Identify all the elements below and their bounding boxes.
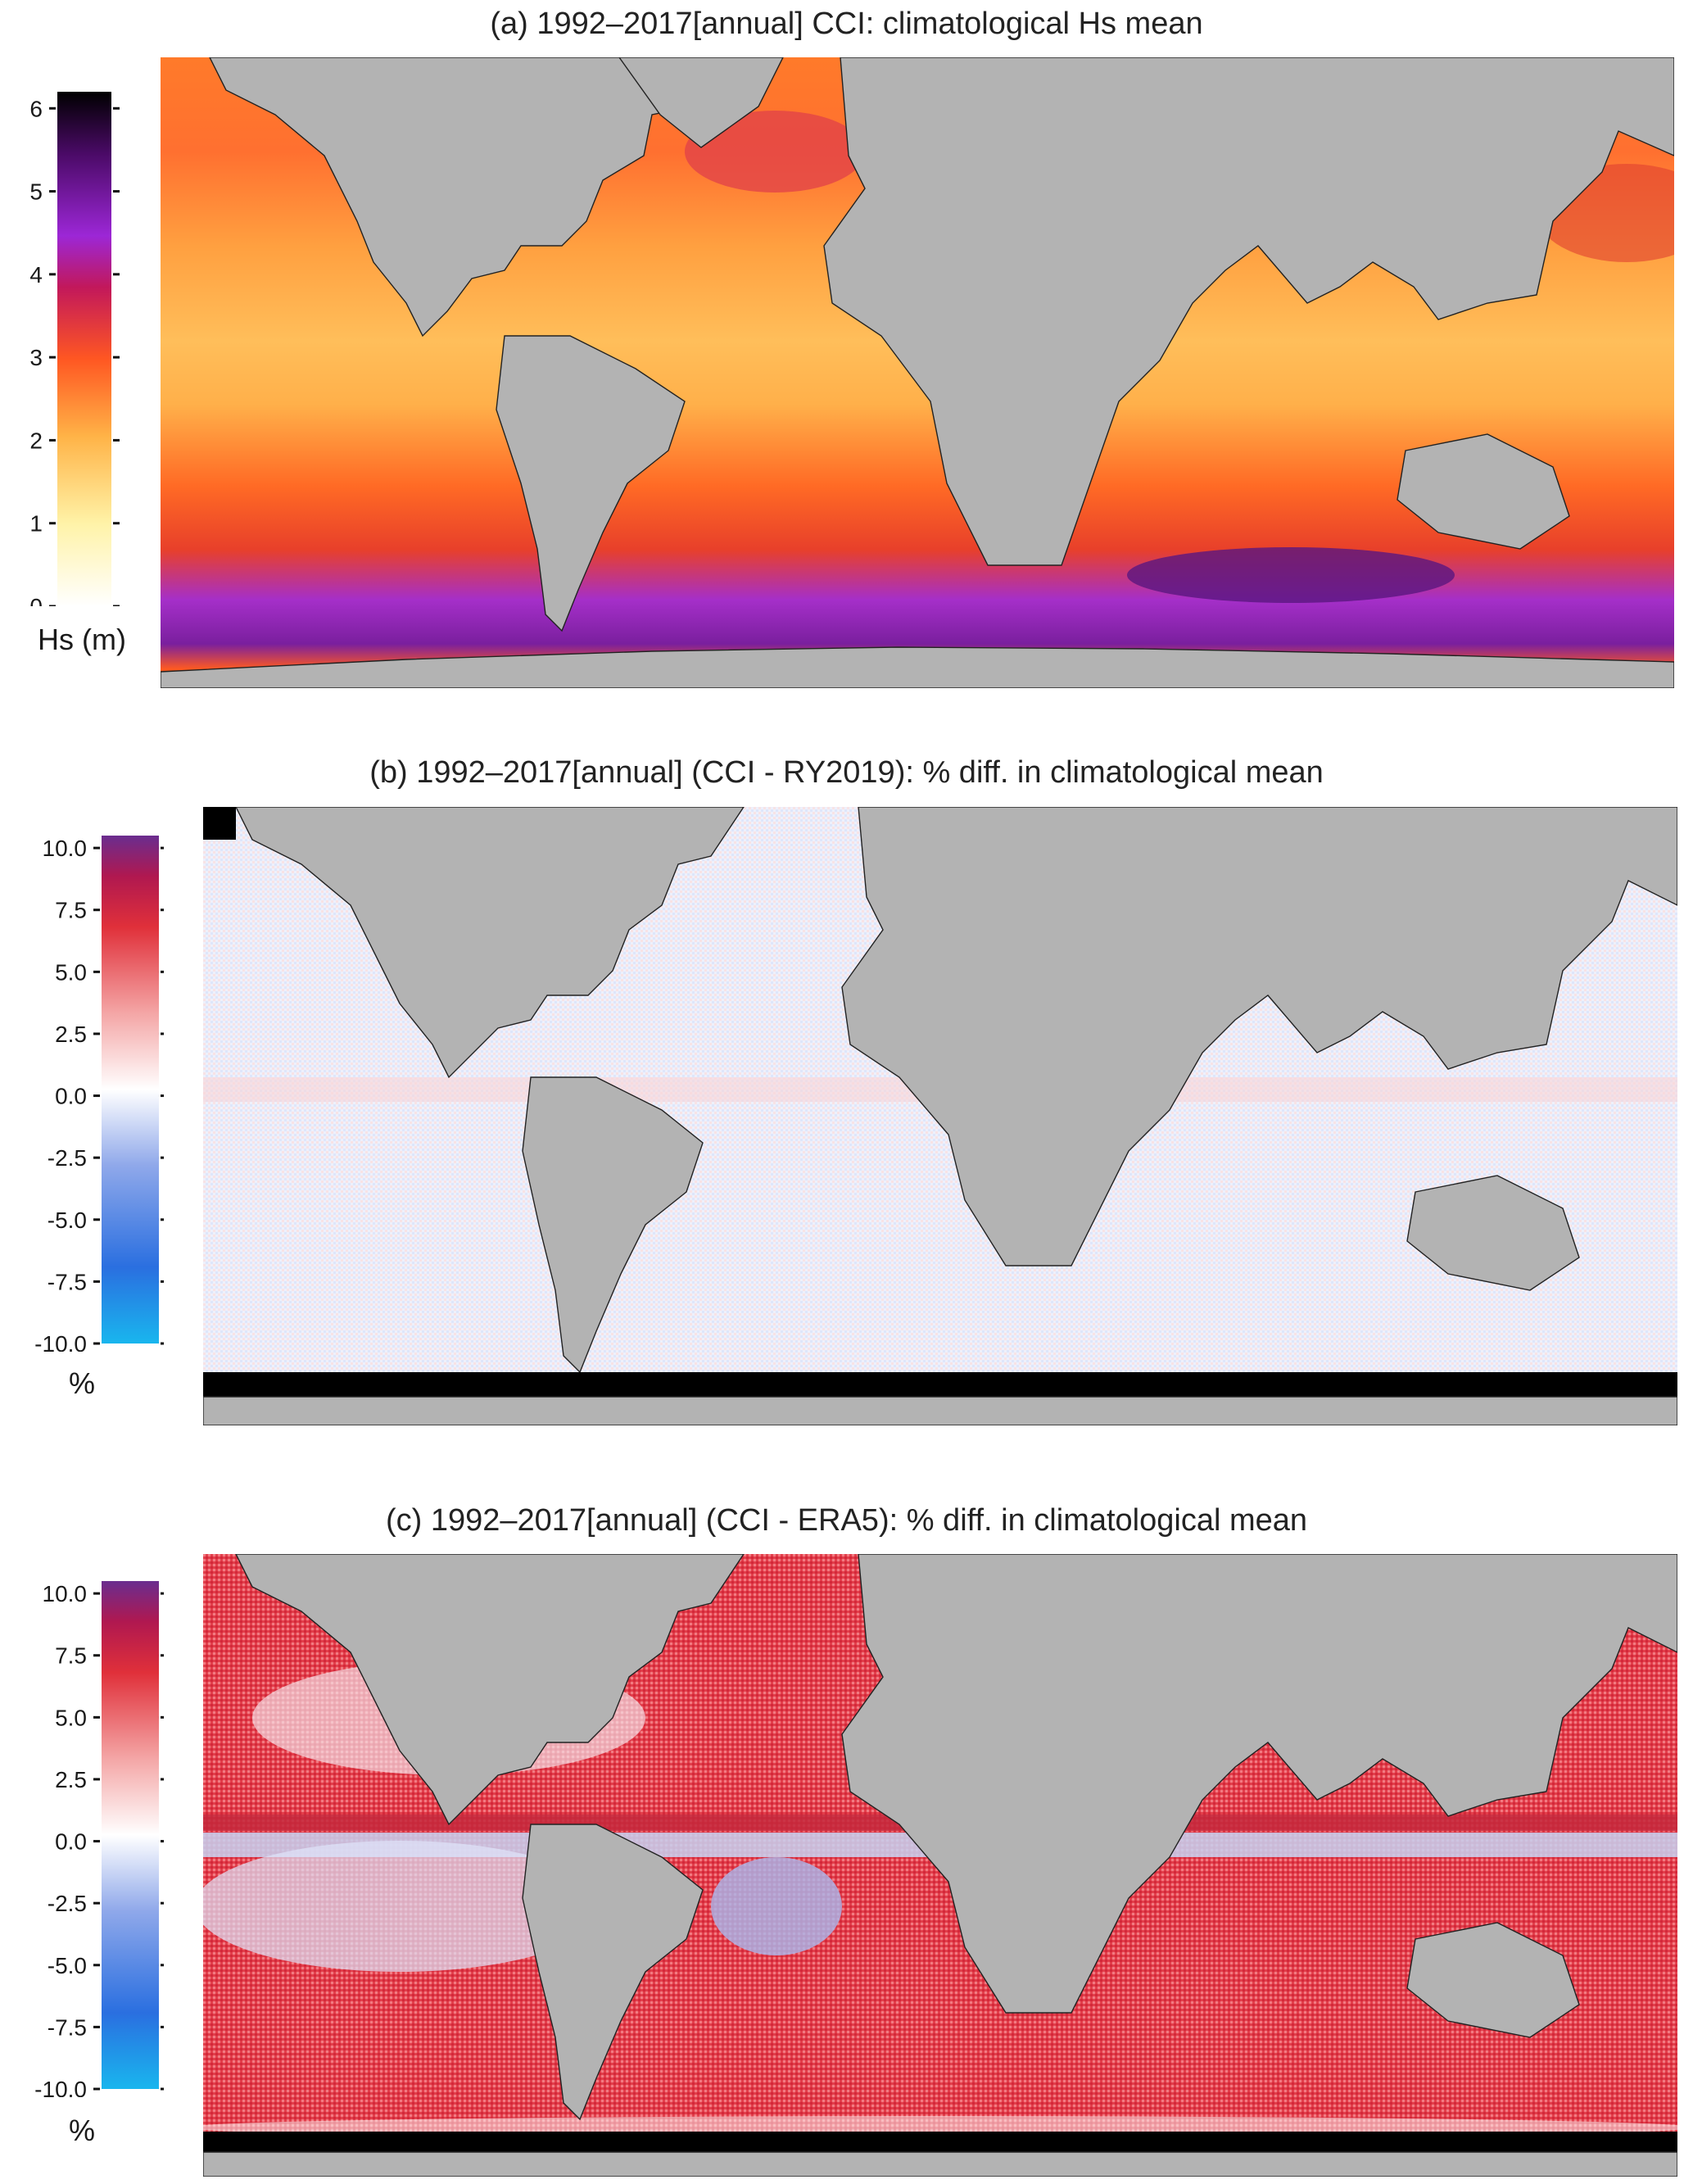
colorbar-tick-label: -10.0 (34, 1331, 87, 1352)
landmass-eurasia-africa (841, 1554, 1677, 2014)
land (161, 57, 1674, 688)
panel-b-colorbar-gradient (102, 836, 159, 1343)
panel-b-map-svg (203, 807, 1677, 1425)
panel-b-colorbar-ticks: 10.0 7.5 5.0 2.5 0.0 -2.5 -5.0 -7.5 -10.0 (34, 836, 164, 1352)
panel-c-colorbar: 10.0 7.5 5.0 2.5 0.0 -2.5 -5.0 -7.5 -10.0 (0, 1573, 164, 2097)
colorbar-tick-label: 0.0 (55, 1084, 87, 1109)
colorbar-tick-label: -2.5 (48, 1145, 87, 1171)
panel-c: (c) 1992–2017[annual] (CCI - ERA5): % di… (0, 1475, 1693, 2184)
colorbar-tick-label: 4 (29, 262, 43, 288)
panel-a-map-svg (161, 57, 1674, 688)
panel-b-map (203, 807, 1677, 1425)
south-atlantic-blue-zone (711, 1857, 842, 1955)
landmass-south-america (496, 335, 686, 632)
land (235, 1554, 1677, 2121)
colorbar-tick-label: 1 (29, 511, 43, 537)
landmass-australia (1406, 1175, 1580, 1291)
colorbar-tick-label: 5.0 (55, 1705, 87, 1730)
landmass-antarctica (203, 1396, 1677, 1425)
panel-a-title: (a) 1992–2017[annual] CCI: climatologica… (490, 7, 1203, 41)
landmass-south-america (522, 1824, 704, 2121)
colorbar-tick-label: 6 (29, 96, 43, 121)
land (235, 807, 1677, 1374)
panel-c-colorbar-gradient (102, 1581, 159, 2089)
colorbar-tick-label: -7.5 (48, 2014, 87, 2040)
landmass-north-america (235, 1554, 745, 1826)
landmass-eurasia-africa (841, 807, 1677, 1266)
landmass-eurasia-africa (823, 57, 1674, 566)
colorbar-tick-label: -2.5 (48, 1891, 87, 1916)
colorbar-tick-label: -7.5 (48, 1269, 87, 1294)
landmass-antarctica (161, 646, 1674, 688)
panel-a-colorbar-gradient (57, 92, 111, 606)
colorbar-tick-label: 5 (29, 179, 43, 205)
panel-b-colorbar: 10.0 7.5 5.0 2.5 0.0 -2.5 -5.0 -7.5 -10.0 (0, 827, 164, 1352)
panel-b-colorbar-svg: 10.0 7.5 5.0 2.5 0.0 -2.5 -5.0 -7.5 -10.0 (34, 836, 164, 1352)
landmass-antarctica (203, 2151, 1677, 2177)
colorbar-tick-label: 10.0 (43, 836, 88, 861)
panel-c-map (203, 1554, 1677, 2177)
landmass-australia (1406, 1922, 1580, 2038)
southern-ocean-max (1127, 547, 1455, 603)
landmass-north-america (235, 807, 745, 1079)
north-atlantic-high (685, 111, 865, 193)
colorbar-tick-label: 5.0 (55, 959, 87, 985)
arctic-black-fill (203, 807, 236, 840)
landmass-australia (1396, 433, 1570, 550)
colorbar-tick-label: 10.0 (43, 1581, 88, 1606)
colorbar-tick-label: -10.0 (34, 2077, 87, 2097)
panel-b: (b) 1992–2017[annual] (CCI - RY2019): % … (0, 737, 1693, 1442)
antarctic-black-band (203, 2132, 1677, 2152)
panel-a-colorbar-ticks: 0 1 2 3 4 5 6 (29, 96, 120, 606)
landmass-south-america (522, 1076, 704, 1374)
colorbar-tick-label: 7.5 (55, 898, 87, 923)
panel-b-colorbar-label: % (68, 1366, 95, 1400)
panel-a-colorbar: 0 1 2 3 4 5 6 (0, 82, 147, 606)
colorbar-tick-label: -5.0 (48, 1208, 87, 1233)
landmass-greenland (618, 57, 784, 148)
landmass-north-america (209, 57, 735, 338)
colorbar-tick-label: 2 (29, 428, 43, 453)
colorbar-tick-label: 7.5 (55, 1643, 87, 1669)
panel-c-colorbar-ticks: 10.0 7.5 5.0 2.5 0.0 -2.5 -5.0 -7.5 -10.0 (34, 1581, 164, 2097)
colorbar-tick-label: 3 (29, 345, 43, 370)
panel-c-map-svg (203, 1554, 1677, 2177)
panel-a-colorbar-label: Hs (m) (38, 623, 126, 656)
colorbar-tick-label: 2.5 (55, 1022, 87, 1047)
antarctic-black-band (203, 1372, 1677, 1397)
east-pacific-blue-zone (203, 1841, 604, 1972)
panel-a-colorbar-svg: 0 1 2 3 4 5 6 (29, 92, 120, 606)
panel-c-colorbar-svg: 10.0 7.5 5.0 2.5 0.0 -2.5 -5.0 -7.5 -10.0 (34, 1581, 164, 2097)
colorbar-tick-label: 0 (29, 594, 43, 606)
panel-b-title: (b) 1992–2017[annual] (CCI - RY2019): % … (369, 755, 1324, 790)
colorbar-tick-label: 0.0 (55, 1829, 87, 1855)
panel-a-map (161, 57, 1674, 688)
panel-c-title: (c) 1992–2017[annual] (CCI - ERA5): % di… (385, 1503, 1308, 1538)
panel-a: (a) 1992–2017[annual] CCI: climatologica… (0, 0, 1693, 705)
panel-c-colorbar-label: % (68, 2114, 95, 2147)
colorbar-tick-label: -5.0 (48, 1953, 87, 1978)
colorbar-tick-label: 2.5 (55, 1767, 87, 1792)
